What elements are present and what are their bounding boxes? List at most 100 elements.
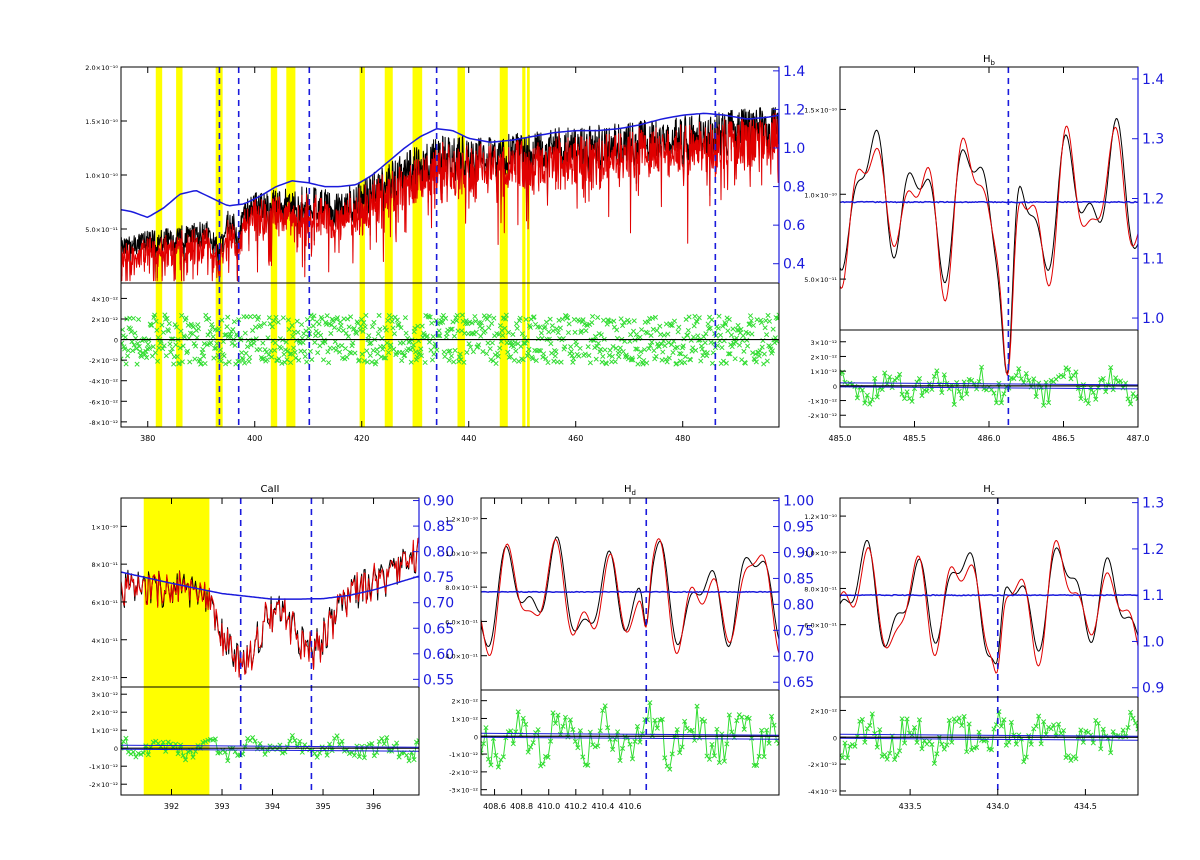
residual-point (565, 330, 571, 336)
residual-point (201, 353, 207, 359)
residual-point (309, 316, 316, 322)
residual-point (691, 323, 697, 329)
residual-point (288, 351, 294, 357)
residual-band-line (840, 737, 1138, 741)
residual-point (497, 323, 504, 329)
residual-point (724, 741, 730, 747)
residual-point (540, 761, 546, 767)
residual-point (1033, 723, 1039, 729)
residual-point (682, 354, 688, 360)
residual-point (1127, 709, 1134, 715)
residual-point (446, 357, 452, 363)
residual-point (276, 356, 282, 362)
residual-point (1115, 379, 1121, 385)
residual-point (396, 754, 402, 760)
residual-point (604, 321, 610, 327)
residual-y-tick-label: 2×10⁻¹² (92, 709, 119, 717)
residual-point (765, 312, 771, 319)
residual-point (311, 313, 317, 319)
x-tick-label: 440 (461, 434, 476, 443)
residual-point (224, 324, 230, 330)
x-tick-label: 408.8 (510, 802, 533, 811)
residual-point (252, 738, 258, 744)
residual-point (343, 330, 349, 336)
residual-point (351, 752, 357, 758)
residual-point (606, 352, 612, 358)
residual-point (1048, 377, 1054, 383)
residual-point (211, 355, 217, 361)
residual-point (741, 726, 747, 732)
residual-point (1080, 739, 1086, 745)
residual-point (125, 347, 131, 354)
residual-point (289, 732, 295, 739)
residual-point (978, 364, 985, 370)
residual-point (125, 353, 131, 359)
right-y-tick-label: 0.70 (423, 596, 454, 612)
residual-point (852, 743, 858, 749)
residual-point (200, 346, 206, 352)
residual-point (548, 341, 554, 347)
residual-point (314, 754, 320, 760)
residual-point (1001, 391, 1007, 397)
residual-point (687, 357, 694, 363)
residual-y-tick-label: 0 (114, 337, 118, 345)
residual-point (459, 312, 465, 318)
residual-point (1120, 385, 1126, 391)
residual-point (555, 330, 561, 336)
residual-point (371, 753, 377, 759)
residual-point (168, 349, 174, 355)
residual-point (351, 325, 357, 331)
residual-point (668, 322, 674, 328)
residual-point (568, 348, 574, 355)
residual-point (138, 751, 144, 757)
residual-point (290, 333, 296, 340)
residual-point (348, 314, 354, 320)
residual-point (283, 339, 289, 345)
residual-point (719, 345, 725, 351)
panel-caii: 392 393 394 395 396 2×10⁻¹¹ 4×10⁻¹¹ 6×10⁻¹¹ 8×10… (89, 484, 454, 811)
residual-point (527, 324, 533, 330)
residual-point (388, 342, 394, 348)
residual-point (359, 351, 365, 357)
residual-point (369, 741, 375, 747)
residual-point (1083, 728, 1089, 734)
y-tick-label: 6.0×10⁻¹¹ (804, 622, 837, 630)
right-y-tick-label: 0.75 (783, 623, 814, 639)
residual-point (411, 757, 417, 763)
residual-point (647, 700, 653, 706)
residual-point (514, 325, 520, 331)
residual-point (764, 332, 770, 338)
residual-point (210, 334, 216, 340)
residual-point (160, 329, 166, 336)
residual-point (379, 736, 385, 742)
residual-point (723, 321, 729, 328)
residual-point (546, 329, 552, 335)
residual-point (153, 318, 159, 324)
residual-point (662, 755, 668, 761)
residual-point (317, 750, 323, 756)
residual-point (222, 332, 228, 338)
residual-point (332, 339, 338, 345)
residual-point (676, 324, 682, 330)
residual-point (307, 348, 313, 354)
residual-point (219, 317, 225, 323)
residual-point (165, 328, 172, 334)
residual-point (169, 346, 175, 352)
residual-point (630, 357, 636, 363)
residual-point (503, 316, 509, 322)
residual-point (658, 341, 664, 347)
residual-point (121, 327, 126, 333)
y-tick-label: 1.2×10⁻¹⁰ (804, 513, 837, 521)
residual-point (1051, 722, 1057, 728)
residual-point (178, 328, 184, 334)
residual-point (400, 340, 406, 346)
residual-point (261, 321, 267, 327)
residual-point (1063, 365, 1069, 371)
residual-point (226, 359, 232, 365)
residual-point (677, 350, 683, 357)
residual-point (692, 313, 698, 319)
residual-point (293, 337, 300, 343)
residual-point (840, 371, 843, 377)
residual-point (730, 326, 736, 332)
x-tick-label: 434.5 (1074, 802, 1097, 811)
